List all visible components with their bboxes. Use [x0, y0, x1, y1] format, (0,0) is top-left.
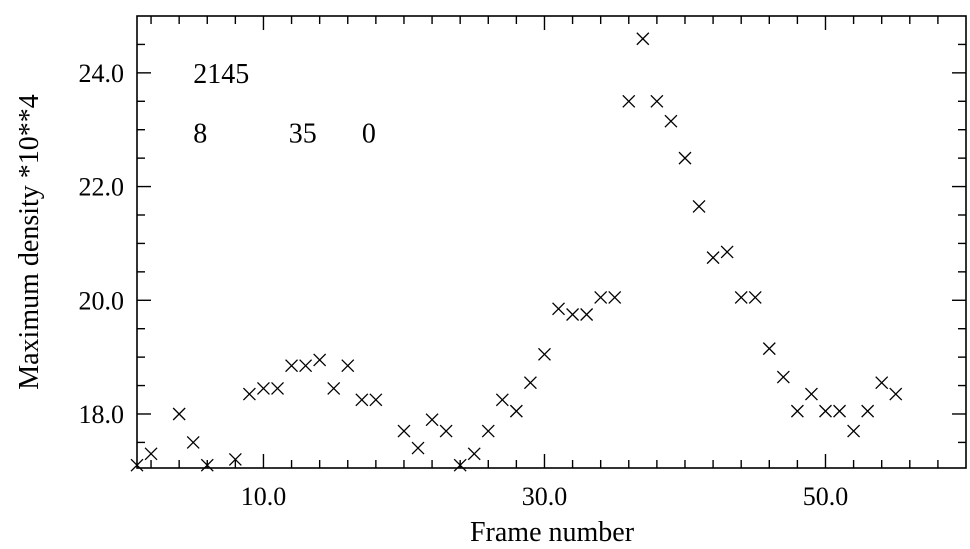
data-point: [580, 308, 594, 321]
plot-frame: [136, 15, 967, 469]
data-point: [242, 387, 256, 401]
data-point: [889, 387, 903, 401]
data-point: [495, 393, 509, 407]
y-tick-label: 22.0: [79, 173, 125, 202]
data-point: [833, 404, 847, 418]
data-point: [776, 370, 790, 384]
x-tick-label: 30.0: [522, 482, 568, 511]
data-point: [861, 404, 875, 418]
annotation-text: 2145: [193, 59, 249, 90]
y-axis-label: Maximum density *10**4: [14, 94, 45, 390]
data-point: [200, 458, 214, 472]
axis-ticks: [137, 16, 966, 468]
data-point: [734, 290, 748, 304]
data-point: [130, 458, 144, 472]
y-tick-label: 20.0: [79, 286, 125, 315]
data-point: [875, 376, 889, 390]
data-point: [523, 376, 537, 390]
tick-labels: 10.0 30.0 50.0 18.0 20.0 22.0 24.0: [79, 59, 849, 511]
annotation-text: 35: [289, 119, 317, 150]
data-point: [650, 94, 664, 108]
data-point: [748, 290, 762, 304]
data-point: [847, 424, 861, 438]
data-point: [762, 342, 776, 356]
data-point: [552, 302, 565, 316]
data-point: [256, 381, 270, 395]
data-point: [411, 441, 425, 455]
data-point: [720, 245, 734, 259]
data-point: [608, 290, 622, 304]
y-tick-label: 24.0: [79, 59, 125, 88]
x-tick-label: 10.0: [241, 482, 287, 511]
data-point: [790, 404, 804, 418]
data-point: [327, 381, 341, 395]
data-point: [186, 435, 200, 449]
annotations: 2145 8 35 0: [193, 59, 376, 150]
data-point: [425, 413, 439, 427]
data-point: [228, 453, 242, 466]
annotation-text: 0: [362, 119, 376, 150]
data-markers: [130, 32, 903, 472]
data-point: [509, 404, 523, 418]
data-point: [538, 347, 551, 361]
annotation-text: 8: [193, 119, 207, 150]
data-point: [271, 381, 284, 395]
data-point: [664, 114, 678, 128]
data-point: [481, 424, 495, 438]
data-point: [299, 359, 313, 373]
x-tick-label: 50.0: [803, 482, 849, 511]
data-point: [313, 353, 327, 367]
data-point: [566, 308, 580, 321]
x-axis-label: Frame number: [470, 517, 635, 548]
data-point: [594, 290, 608, 304]
data-point: [439, 424, 453, 438]
data-point: [804, 387, 818, 401]
data-point: [706, 251, 720, 265]
data-point: [144, 447, 158, 461]
data-point: [636, 32, 650, 46]
data-point: [692, 200, 706, 213]
data-point: [622, 94, 636, 108]
data-point: [172, 407, 186, 421]
data-point: [678, 151, 692, 165]
data-point: [355, 393, 369, 407]
data-point: [467, 447, 481, 461]
data-point: [397, 424, 411, 438]
y-tick-label: 18.0: [79, 400, 125, 429]
data-point: [285, 359, 299, 373]
data-point: [453, 458, 467, 472]
data-point: [341, 359, 355, 373]
data-point: [819, 404, 832, 418]
data-point: [369, 393, 383, 407]
